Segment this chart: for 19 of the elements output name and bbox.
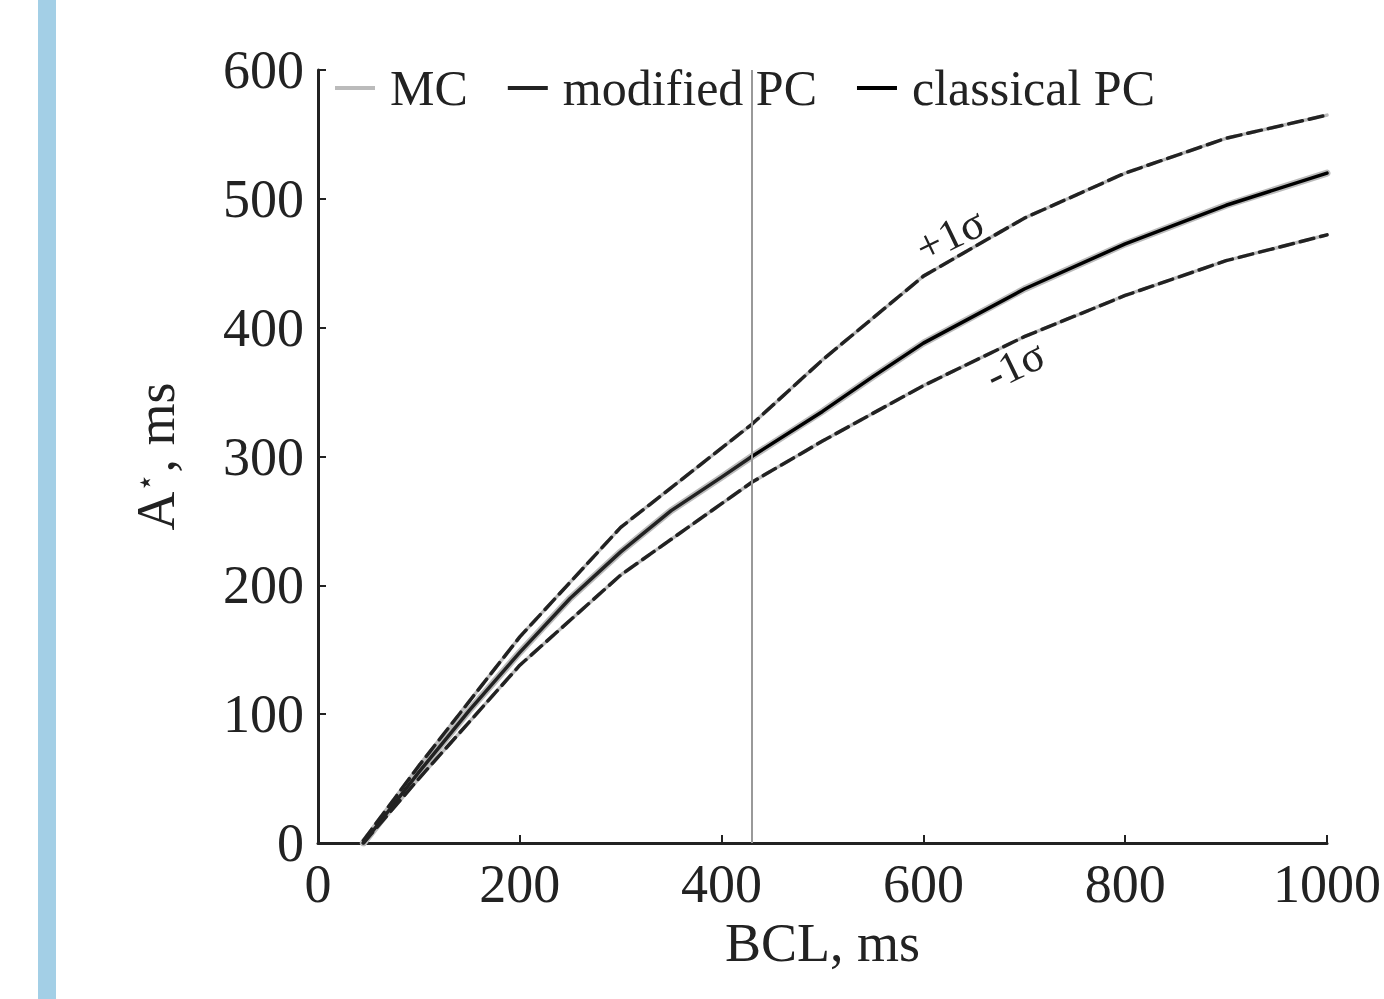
y-axis-title: A⋆, ms	[126, 382, 186, 531]
x-tick-label: 400	[681, 854, 763, 914]
y-tick-label: 0	[277, 813, 304, 873]
x-tick-label: 800	[1084, 854, 1166, 914]
x-tick-label: 200	[479, 854, 561, 914]
y-tick-label: 100	[223, 684, 304, 745]
legend-label: classical PC	[911, 60, 1156, 116]
y-tick-label: 500	[223, 168, 304, 229]
y-tick-label: 400	[223, 297, 304, 358]
legend-label: MC	[390, 60, 468, 116]
x-tick-label: 1000	[1273, 854, 1381, 914]
x-tick-label: 600	[882, 854, 964, 914]
y-tick-label: 300	[223, 426, 304, 487]
legend-label: modified PC	[562, 60, 817, 116]
y-tick-label: 600	[223, 40, 304, 100]
y-tick-label: 200	[223, 555, 304, 616]
x-axis-title: BCL, ms	[724, 912, 921, 973]
annotation: +1σ	[907, 197, 993, 273]
annotation: -1σ	[977, 329, 1054, 401]
